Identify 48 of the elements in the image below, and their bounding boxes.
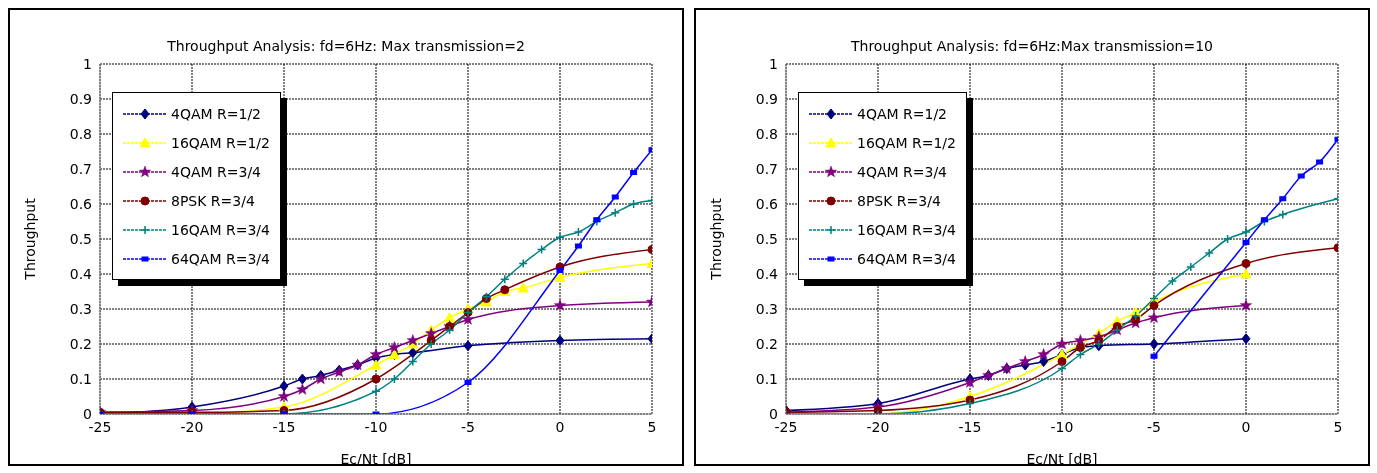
y-tick-label: 0.8 [755,125,778,142]
y-tick-label: 0.5 [755,230,778,247]
y-tick-label: 0.2 [755,335,778,352]
y-tick-label: 0.9 [755,90,778,107]
y-tick-label: 0.6 [755,195,779,212]
legend-label: 16QAM R=1/2 [171,134,270,151]
x-tick-label: -5 [461,418,475,435]
legend-label: 4QAM R=1/2 [857,105,948,122]
y-tick-label: 0.8 [69,125,92,142]
legend-label: 64QAM R=3/4 [171,250,270,267]
x-tick-label: -15 [272,418,296,435]
legend-label: 8PSK R=3/4 [857,192,941,209]
y-tick-label: 0.7 [69,160,92,177]
x-tick-label: 0 [1241,418,1251,435]
legend-label: 4QAM R=1/2 [171,105,262,122]
y-tick-label: 0.3 [69,300,92,317]
x-tick-label: -20 [866,418,890,435]
y-tick-label: 0.1 [69,370,92,387]
x-tick-label: -20 [180,418,204,435]
legend-label: 16QAM R=3/4 [857,221,956,238]
y-tick-label: 0.6 [69,195,93,212]
y-axis-title: Throughput [707,197,724,281]
x-tick-label: -10 [364,418,388,435]
x-tick-label: -10 [1050,418,1074,435]
x-tick-label: 5 [1333,418,1343,435]
y-tick-label: 1 [83,55,92,72]
y-tick-label: 0.4 [69,265,93,282]
x-tick-label: -15 [958,418,982,435]
y-tick-label: 0.2 [69,335,92,352]
y-tick-label: 0.3 [755,300,778,317]
y-tick-label: 1 [769,55,778,72]
x-tick-label: 0 [555,418,565,435]
y-tick-label: 0.1 [755,370,778,387]
y-tick-label: 0.5 [69,230,92,247]
x-tick-label: -5 [1147,418,1161,435]
chart-title: Throughput Analysis: fd=6Hz: Max transmission=2 [167,38,525,54]
legend-label: 16QAM R=3/4 [171,221,270,238]
legend-label: 16QAM R=1/2 [857,134,956,151]
y-axis-title: Throughput [21,197,38,281]
y-tick-label: 0.4 [755,265,779,282]
legend-label: 4QAM R=3/4 [857,163,948,180]
legend-label: 4QAM R=3/4 [171,163,262,180]
x-tick-label: 5 [647,418,657,435]
chart-title: Throughput Analysis: fd=6Hz:Max transmission=10 [850,38,1214,54]
legend-label: 8PSK R=3/4 [171,192,255,209]
y-tick-label: 0.7 [755,160,778,177]
legend-label: 64QAM R=3/4 [857,250,956,267]
y-tick-label: 0.9 [69,90,92,107]
